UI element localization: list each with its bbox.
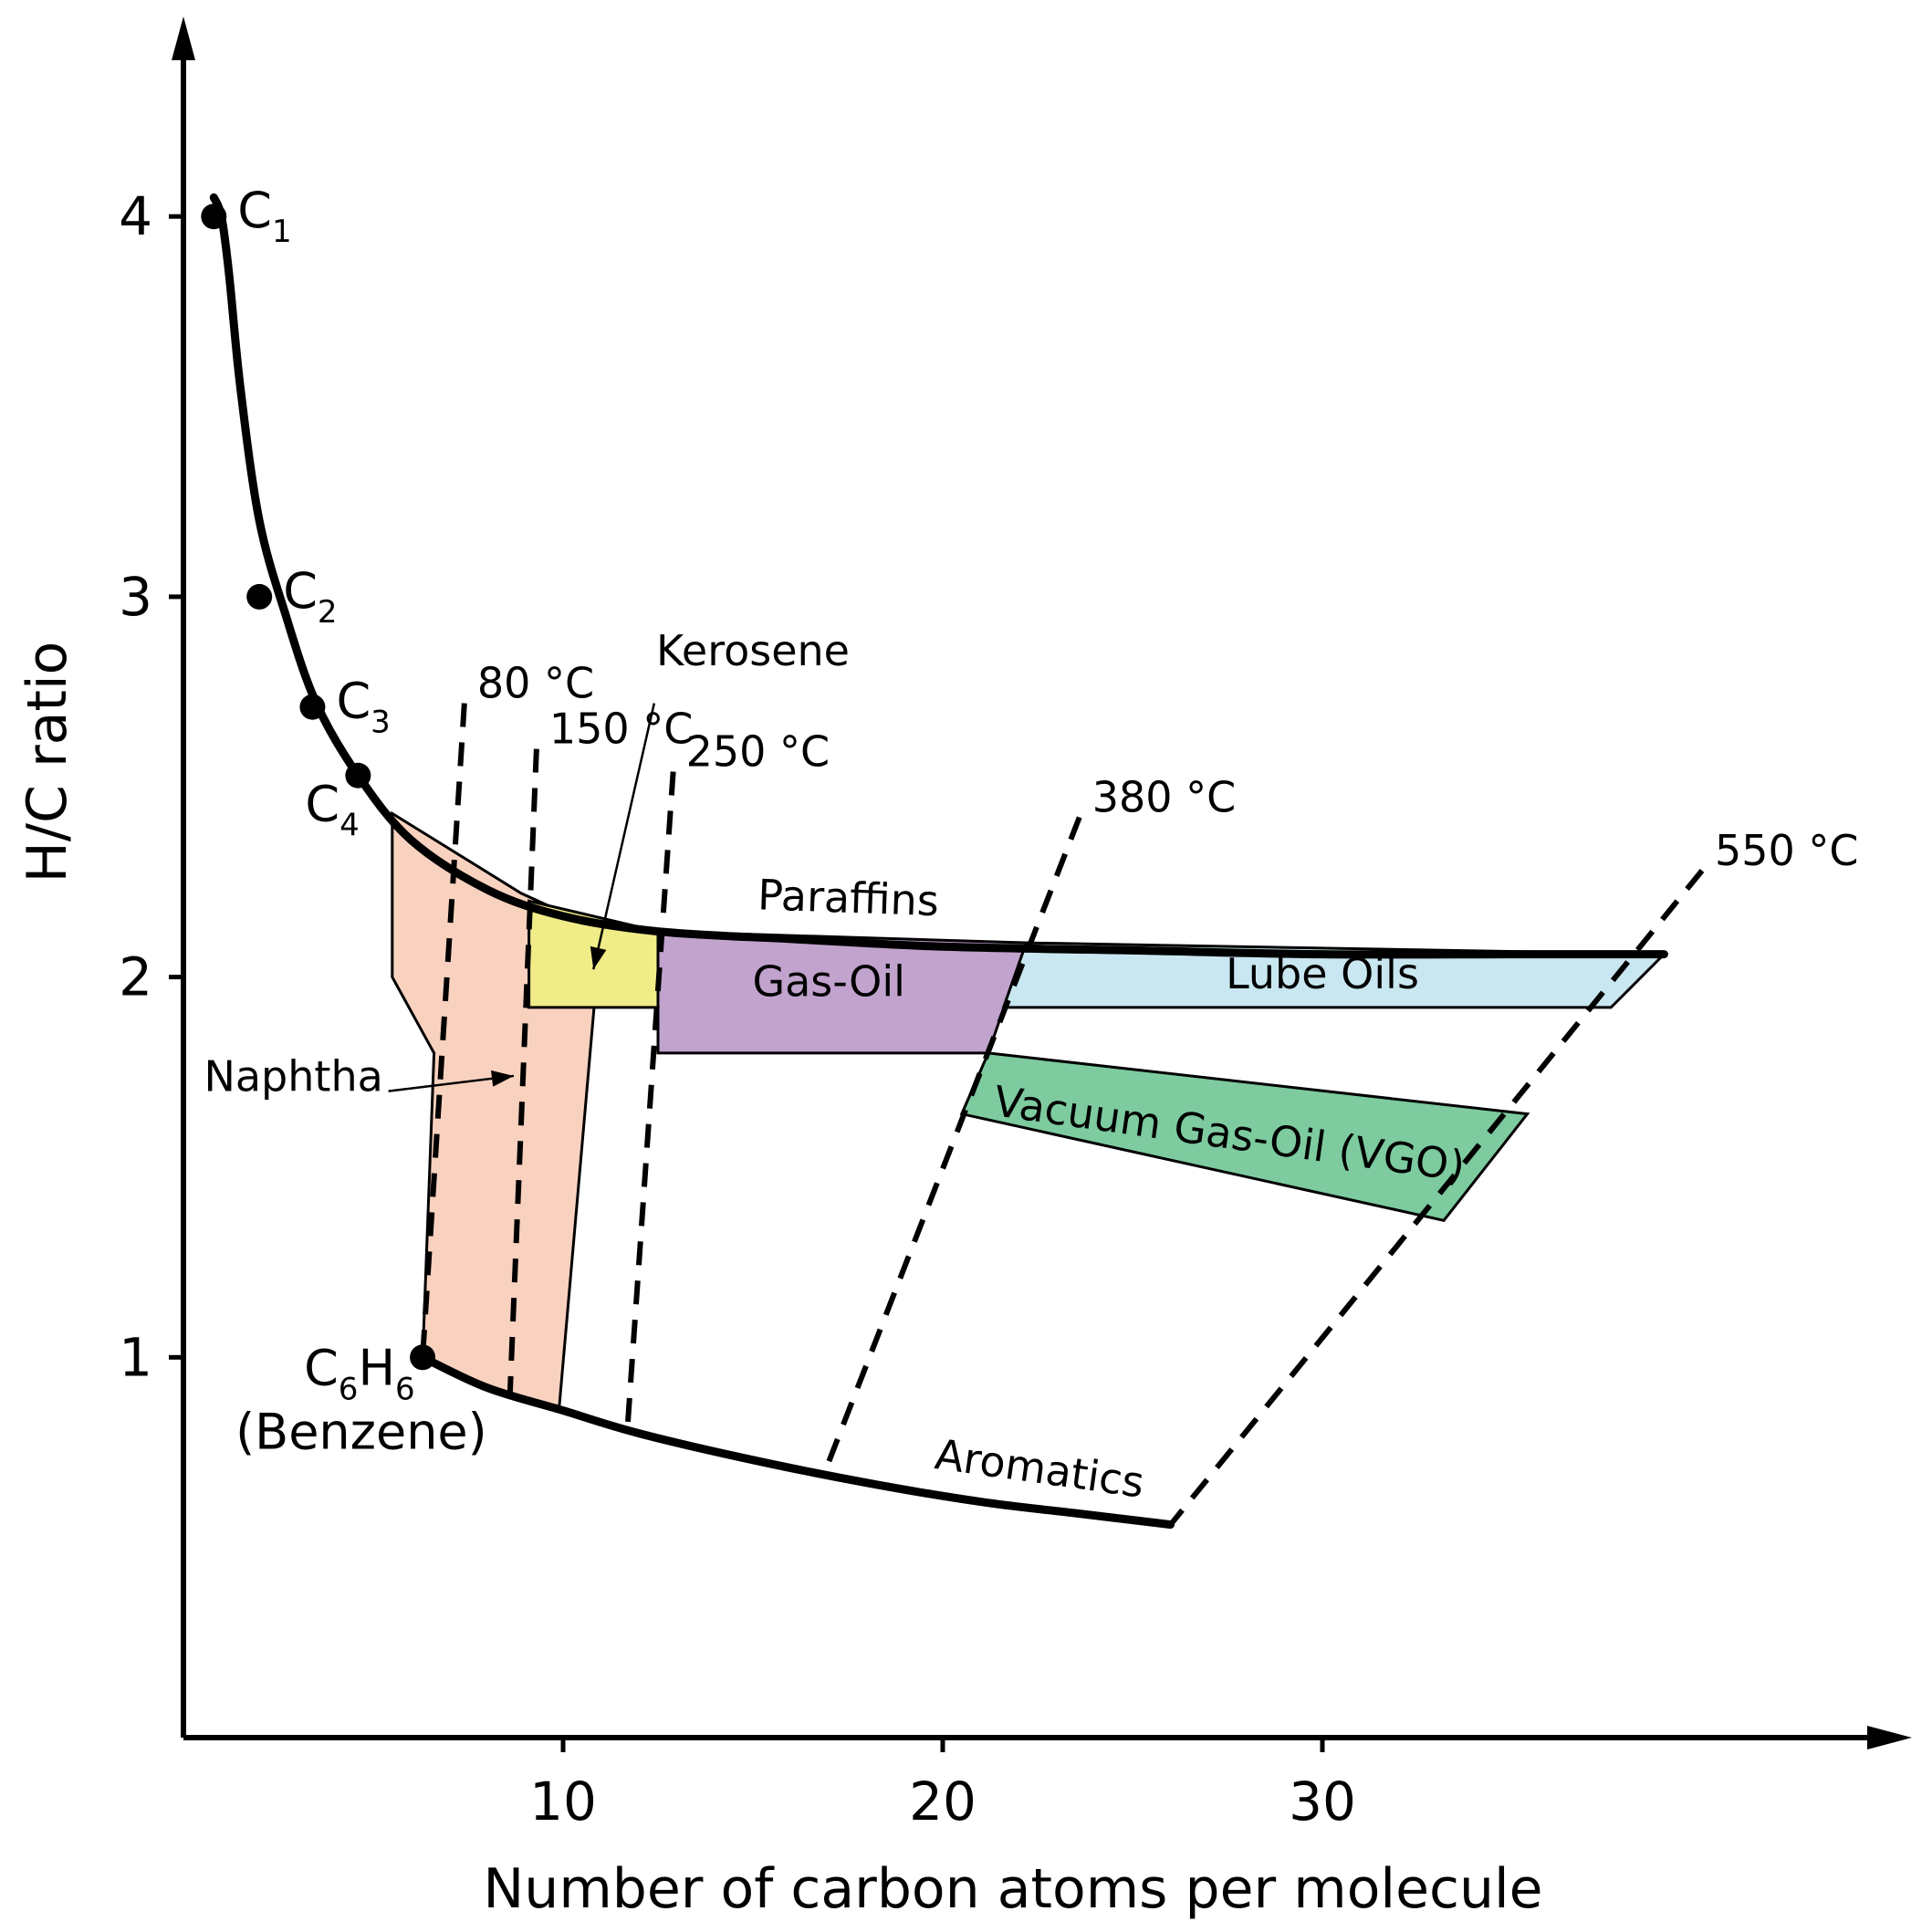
naphtha-arrow-head (491, 1070, 514, 1087)
bp-line-150-c (506, 748, 539, 1396)
point-label-c6h6: C6H6 (304, 1339, 415, 1407)
point-c2 (246, 583, 273, 610)
y-tick-label-1: 1 (119, 1326, 152, 1388)
x-tick-label-30: 30 (1289, 1770, 1356, 1833)
point-label-c4: C4 (305, 776, 359, 844)
bp-label-250-c: 250 °C (686, 727, 830, 777)
bp-label-80-c: 80 °C (477, 659, 594, 708)
annotation-paraffins: Paraffins (757, 870, 939, 925)
bp-label-380-c: 380 °C (1092, 773, 1237, 822)
point-c6h6 (410, 1344, 436, 1371)
bp-line-80-c (420, 703, 467, 1358)
bp-label-550-c: 550 °C (1715, 826, 1859, 875)
point-c3 (299, 694, 326, 720)
y-tick-label-2: 2 (119, 946, 152, 1008)
x-axis-arrow (1867, 1726, 1912, 1749)
y-tick-label-3: 3 (119, 566, 152, 628)
point-c1 (201, 204, 227, 230)
curve-aromatics (418, 1352, 1175, 1530)
x-axis-title: Number of carbon atoms per molecule (483, 1857, 1542, 1921)
region-naphtha (391, 810, 603, 1409)
point-label-c3: C3 (336, 673, 390, 741)
annotation-naphtha: Naphtha (204, 1052, 382, 1102)
point-c4 (345, 762, 371, 788)
bp-label-150-c: 150 °C (549, 705, 694, 754)
x-tick-label-20: 20 (909, 1770, 976, 1833)
annotation-kerosene: Kerosene (656, 626, 850, 675)
compound-points: C1 C2 C3 C4 C6H6(Benzene) (201, 182, 487, 1460)
kerosene-arrow-line (592, 703, 656, 970)
point-caption-c6h6: (Benzene) (235, 1403, 487, 1460)
kerosene-arrow-head (590, 945, 607, 970)
x-tick-label-10: 10 (529, 1770, 597, 1833)
y-tick-label-4: 4 (119, 185, 152, 247)
point-label-c2: C2 (283, 562, 337, 631)
curve-paraffins (209, 193, 1668, 959)
bp-line-250-c (624, 771, 676, 1426)
leader-arrows (388, 703, 656, 1092)
axes (172, 16, 1912, 1749)
region-label-gas-oil: Gas-Oil (752, 956, 904, 1006)
point-label-c1: C1 (237, 182, 291, 250)
region-label-lube-oils: Lube Oils (1226, 949, 1419, 998)
y-axis-title: H/C ratio (16, 642, 79, 883)
series-curves (209, 193, 1668, 1530)
y-axis-arrow (172, 16, 195, 60)
bp-line-550-c (1168, 869, 1705, 1527)
axis-ticks: 10 20 30 1 2 3 4 (119, 185, 1356, 1833)
